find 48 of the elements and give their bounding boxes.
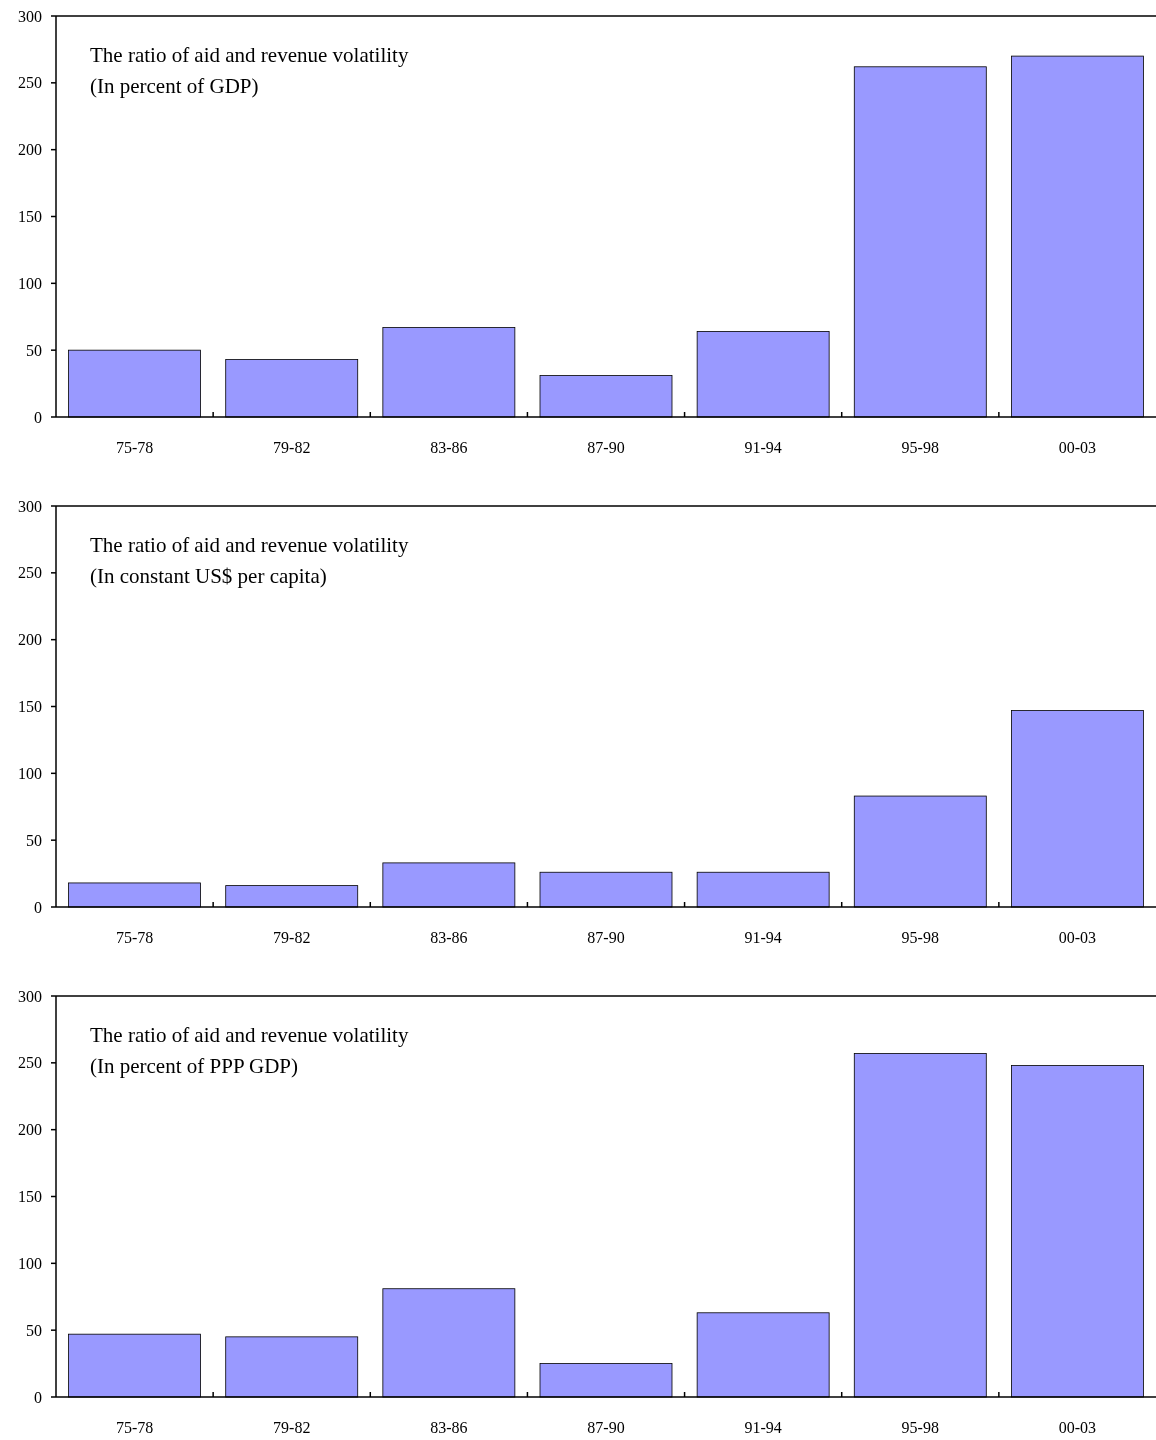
x-tick-label: 87-90 — [587, 1419, 625, 1436]
text: The ratio of aid and revenue volatility — [90, 1023, 409, 1047]
x-tick-label: 87-90 — [587, 439, 625, 456]
x-tick-label: 83-86 — [430, 439, 468, 456]
x-tick-label: 91-94 — [744, 929, 782, 946]
x-tick-label: 83-86 — [430, 929, 468, 946]
y-tick-label: 200 — [18, 631, 42, 649]
y-tick-label: 100 — [18, 764, 42, 782]
y-tick-label: 150 — [18, 208, 42, 226]
x-tick-label: 00-03 — [1058, 929, 1097, 946]
y-tick-label: 0 — [34, 898, 42, 916]
x-tick-label: 95-98 — [901, 439, 939, 456]
x-tick-label: 87-90 — [587, 929, 625, 946]
y-tick-label: 100 — [18, 274, 42, 292]
text: The ratio of aid and revenue volatility — [90, 533, 409, 557]
y-tick-label: 300 — [18, 987, 42, 1005]
y-tick-label: 150 — [18, 1188, 42, 1206]
y-tick-label: 50 — [26, 1321, 42, 1339]
y-tick-label: 200 — [18, 141, 42, 159]
x-tick-label: 00-03 — [1058, 1419, 1097, 1436]
text: The ratio of aid and revenue volatility — [90, 43, 409, 67]
x-tick-label: 79-82 — [273, 439, 311, 456]
y-tick-label: 50 — [26, 341, 42, 359]
y-tick-label: 200 — [18, 1121, 42, 1139]
y-tick-label: 250 — [18, 564, 42, 582]
text: (In percent of GDP) — [90, 74, 259, 98]
x-tick-label: 75-78 — [115, 439, 154, 456]
y-tick-label: 50 — [26, 831, 42, 849]
y-tick-label: 0 — [34, 1388, 42, 1406]
x-tick-label: 91-94 — [744, 1419, 782, 1436]
y-tick-label: 0 — [34, 408, 42, 426]
y-tick-label: 300 — [18, 7, 42, 25]
y-tick-label: 250 — [18, 1054, 42, 1072]
x-tick-label: 83-86 — [430, 1419, 468, 1436]
x-tick-label: 79-82 — [273, 1419, 311, 1436]
x-tick-label: 75-78 — [115, 929, 154, 946]
x-tick-label: 00-03 — [1058, 439, 1097, 456]
x-tick-label: 91-94 — [744, 439, 782, 456]
x-tick-label: 75-78 — [115, 1419, 154, 1436]
text: (In percent of PPP GDP) — [90, 1054, 299, 1078]
y-tick-label: 300 — [18, 497, 42, 515]
text: (In constant US$ per capita) — [90, 564, 327, 588]
y-tick-label: 100 — [18, 1254, 42, 1272]
x-tick-label: 95-98 — [901, 1419, 939, 1436]
y-tick-label: 150 — [18, 698, 42, 716]
x-tick-label: 79-82 — [273, 929, 311, 946]
y-tick-label: 250 — [18, 74, 42, 92]
x-tick-label: 95-98 — [901, 929, 939, 946]
